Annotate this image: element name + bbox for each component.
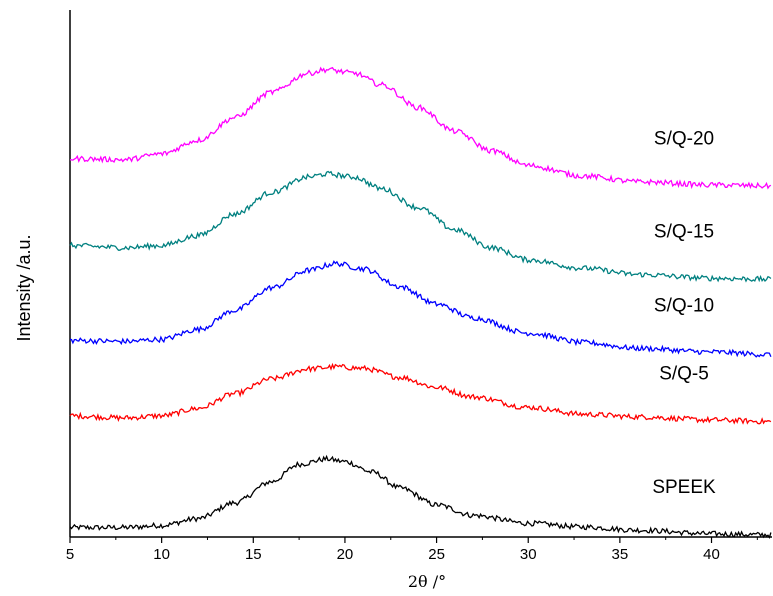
series-layer: [69, 66, 772, 539]
x-tick-label: 5: [66, 546, 74, 563]
series-line-speek: [69, 454, 772, 539]
x-tick-label: 30: [520, 546, 537, 563]
series-label: SPEEK: [652, 477, 716, 498]
series-label: S/Q-10: [654, 295, 714, 316]
x-axis-label: 2θ /°: [408, 572, 446, 591]
x-tick-label: 40: [703, 546, 720, 563]
x-tick-label: 25: [428, 546, 445, 563]
series-label: S/Q-5: [659, 363, 709, 384]
y-axis-label: Intensity /a.u.: [14, 234, 34, 341]
x-tick-label: 15: [245, 546, 262, 563]
series-labels: SPEEK S/Q-5 S/Q-10 S/Q-15 S/Q-20: [652, 128, 716, 498]
series-line-s-q-5: [69, 362, 772, 425]
series-label: S/Q-15: [654, 222, 714, 243]
series-line-s-q-20: [69, 66, 772, 190]
x-tick-label: 20: [337, 546, 354, 563]
series-line-s-q-10: [69, 260, 772, 358]
x-tick-label: 35: [612, 546, 629, 563]
x-tick-label: 10: [153, 546, 170, 563]
x-axis: 5 10 15 20 25 30 35 40: [66, 537, 758, 563]
plot-frame: [69, 10, 772, 538]
series-line-s-q-15: [69, 170, 772, 283]
series-label: S/Q-20: [654, 128, 714, 149]
